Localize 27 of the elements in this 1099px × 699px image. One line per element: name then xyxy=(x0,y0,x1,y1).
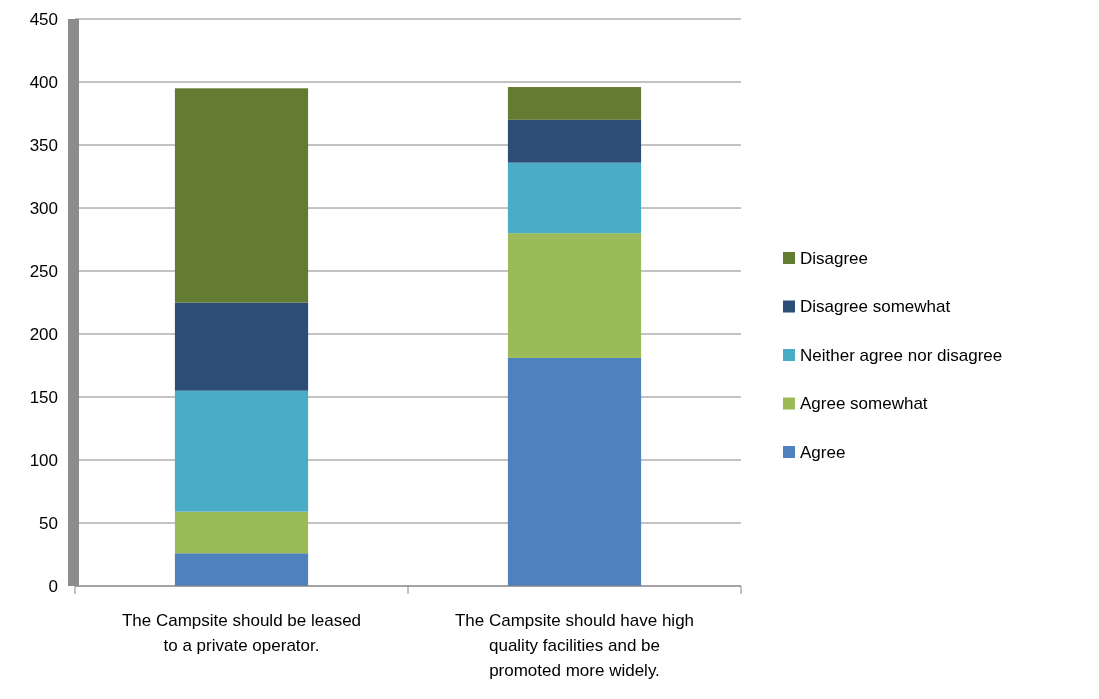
legend-label: Neither agree nor disagree xyxy=(800,345,1003,365)
y-tick-label: 150 xyxy=(29,387,58,407)
bar xyxy=(174,88,309,303)
y-tick-label: 300 xyxy=(29,198,58,218)
x-tick-label: The Campsite should have high quality facilities and be promoted more widely. xyxy=(454,611,695,680)
bar xyxy=(507,233,642,358)
bar xyxy=(174,553,309,586)
x-tick-label: The Campsite should be leased to a private operator. xyxy=(121,611,362,655)
bar xyxy=(507,162,642,234)
legend-label: Disagree somewhat xyxy=(800,297,951,317)
bar xyxy=(507,357,642,586)
legend-label: Disagree xyxy=(800,248,869,268)
y-tick-label: 50 xyxy=(39,513,58,533)
y-tick-label: 350 xyxy=(29,135,58,155)
legend-label: Agree somewhat xyxy=(800,394,928,414)
bar xyxy=(507,119,642,163)
y-tick-label: 200 xyxy=(29,324,58,344)
bar xyxy=(174,302,309,391)
y-tick-label: 0 xyxy=(48,576,58,596)
bar xyxy=(174,390,309,512)
bar xyxy=(507,87,642,120)
legend-label: Agree xyxy=(800,442,846,462)
y-tick-label: 400 xyxy=(29,72,58,92)
y-tick-label: 450 xyxy=(29,9,58,29)
bar xyxy=(174,511,309,554)
y-tick-label: 250 xyxy=(29,261,58,281)
y-tick-label: 100 xyxy=(29,450,58,470)
